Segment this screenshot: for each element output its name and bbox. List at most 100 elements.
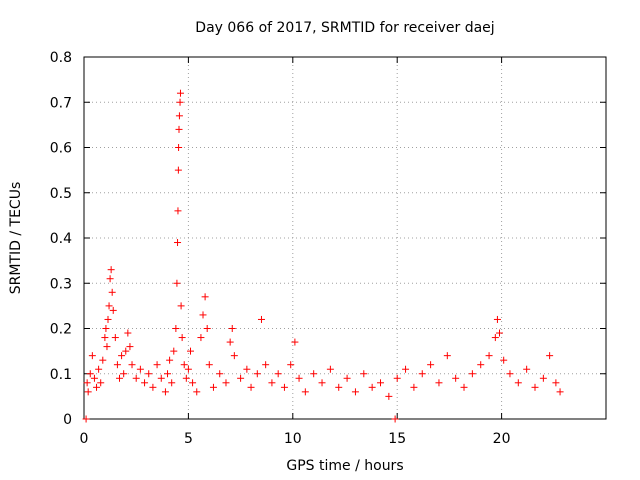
data-point — [132, 374, 140, 382]
data-point — [97, 379, 105, 387]
data-point — [174, 207, 182, 215]
y-tick-label: 0.6 — [50, 141, 72, 157]
data-point — [136, 365, 144, 373]
data-point — [197, 334, 205, 342]
data-point — [103, 343, 111, 351]
data-point — [262, 361, 270, 369]
x-tick-label: 5 — [184, 431, 193, 447]
data-point — [173, 279, 181, 287]
data-point — [222, 379, 230, 387]
data-point — [101, 334, 109, 342]
data-point — [257, 315, 265, 323]
y-tick-label: 0 — [63, 412, 72, 428]
data-point — [84, 388, 92, 396]
data-point — [523, 365, 531, 373]
chart-title: Day 066 of 2017, SRMTID for receiver dae… — [195, 20, 494, 36]
data-point — [90, 374, 98, 382]
data-point — [102, 325, 110, 332]
data-point — [410, 383, 418, 391]
x-tick-label: 0 — [80, 431, 89, 447]
data-point — [99, 356, 107, 364]
data-point — [506, 370, 514, 378]
x-axis-label: GPS time / hours — [286, 458, 403, 474]
data-point — [145, 370, 153, 378]
data-point — [189, 379, 197, 387]
data-point — [175, 125, 183, 133]
data-point — [153, 361, 161, 369]
data-point — [280, 383, 288, 391]
data-point — [93, 383, 101, 391]
data-point — [460, 383, 468, 391]
data-point — [435, 379, 443, 387]
data-point — [368, 383, 376, 391]
data-point — [115, 374, 123, 382]
data-point — [418, 370, 426, 378]
data-point — [274, 370, 282, 378]
data-point — [485, 352, 493, 360]
data-point — [176, 89, 184, 97]
data-point — [402, 365, 410, 373]
data-point — [500, 356, 508, 364]
data-point — [226, 338, 234, 346]
data-point — [83, 379, 91, 387]
data-point — [203, 325, 211, 332]
data-point — [122, 347, 130, 355]
data-point — [176, 98, 184, 106]
data-point — [141, 379, 149, 387]
data-point — [427, 361, 435, 369]
data-point — [376, 379, 384, 387]
data-point — [199, 311, 207, 319]
y-axis-label: SRMTID / TECUs — [8, 182, 24, 295]
data-point — [514, 379, 522, 387]
data-point — [186, 347, 194, 355]
data-point — [552, 379, 560, 387]
data-point — [201, 293, 209, 301]
data-point — [174, 166, 182, 174]
data-point — [539, 374, 547, 382]
data-point — [360, 370, 368, 378]
data-point — [556, 388, 564, 396]
x-tick-label: 15 — [388, 431, 406, 447]
data-point — [468, 370, 476, 378]
data-point — [105, 302, 113, 310]
data-point — [111, 334, 119, 342]
data-point — [230, 352, 238, 360]
data-point — [326, 365, 334, 373]
data-point — [295, 374, 303, 382]
data-point — [546, 352, 554, 360]
data-point — [170, 347, 178, 355]
data-point — [178, 334, 186, 342]
data-point — [128, 361, 136, 369]
data-point — [253, 370, 261, 378]
grid-lines — [84, 57, 606, 419]
data-points — [82, 89, 564, 423]
data-point — [175, 112, 183, 120]
data-point — [124, 329, 132, 337]
data-point — [237, 374, 245, 382]
data-point — [291, 338, 299, 346]
data-point — [493, 315, 501, 323]
data-point — [268, 379, 276, 387]
data-point — [104, 315, 112, 323]
x-tick-label: 10 — [284, 431, 302, 447]
data-point — [149, 383, 157, 391]
data-point — [109, 306, 117, 314]
data-point — [393, 374, 401, 382]
data-point — [531, 383, 539, 391]
data-point — [157, 374, 165, 382]
data-point — [182, 374, 190, 382]
data-point — [166, 356, 174, 364]
data-point — [335, 383, 343, 391]
data-point — [107, 266, 115, 274]
data-point — [88, 352, 96, 360]
data-point — [385, 392, 393, 400]
data-point — [243, 365, 251, 373]
data-point — [161, 388, 169, 396]
data-point — [310, 370, 318, 378]
data-point — [391, 415, 399, 423]
data-point — [120, 370, 128, 378]
data-point — [477, 361, 485, 369]
data-point — [247, 383, 255, 391]
data-point — [95, 365, 103, 373]
